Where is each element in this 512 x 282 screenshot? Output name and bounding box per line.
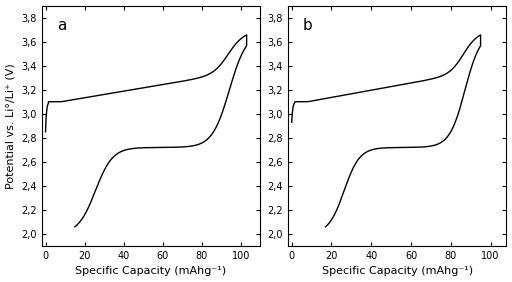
X-axis label: Specific Capacity (mAhg⁻¹): Specific Capacity (mAhg⁻¹): [322, 266, 473, 276]
Text: b: b: [303, 17, 313, 33]
Text: a: a: [57, 17, 66, 33]
X-axis label: Specific Capacity (mAhg⁻¹): Specific Capacity (mAhg⁻¹): [75, 266, 226, 276]
Y-axis label: Potential vs. Li°/Li⁺ (V): Potential vs. Li°/Li⁺ (V): [6, 63, 15, 189]
